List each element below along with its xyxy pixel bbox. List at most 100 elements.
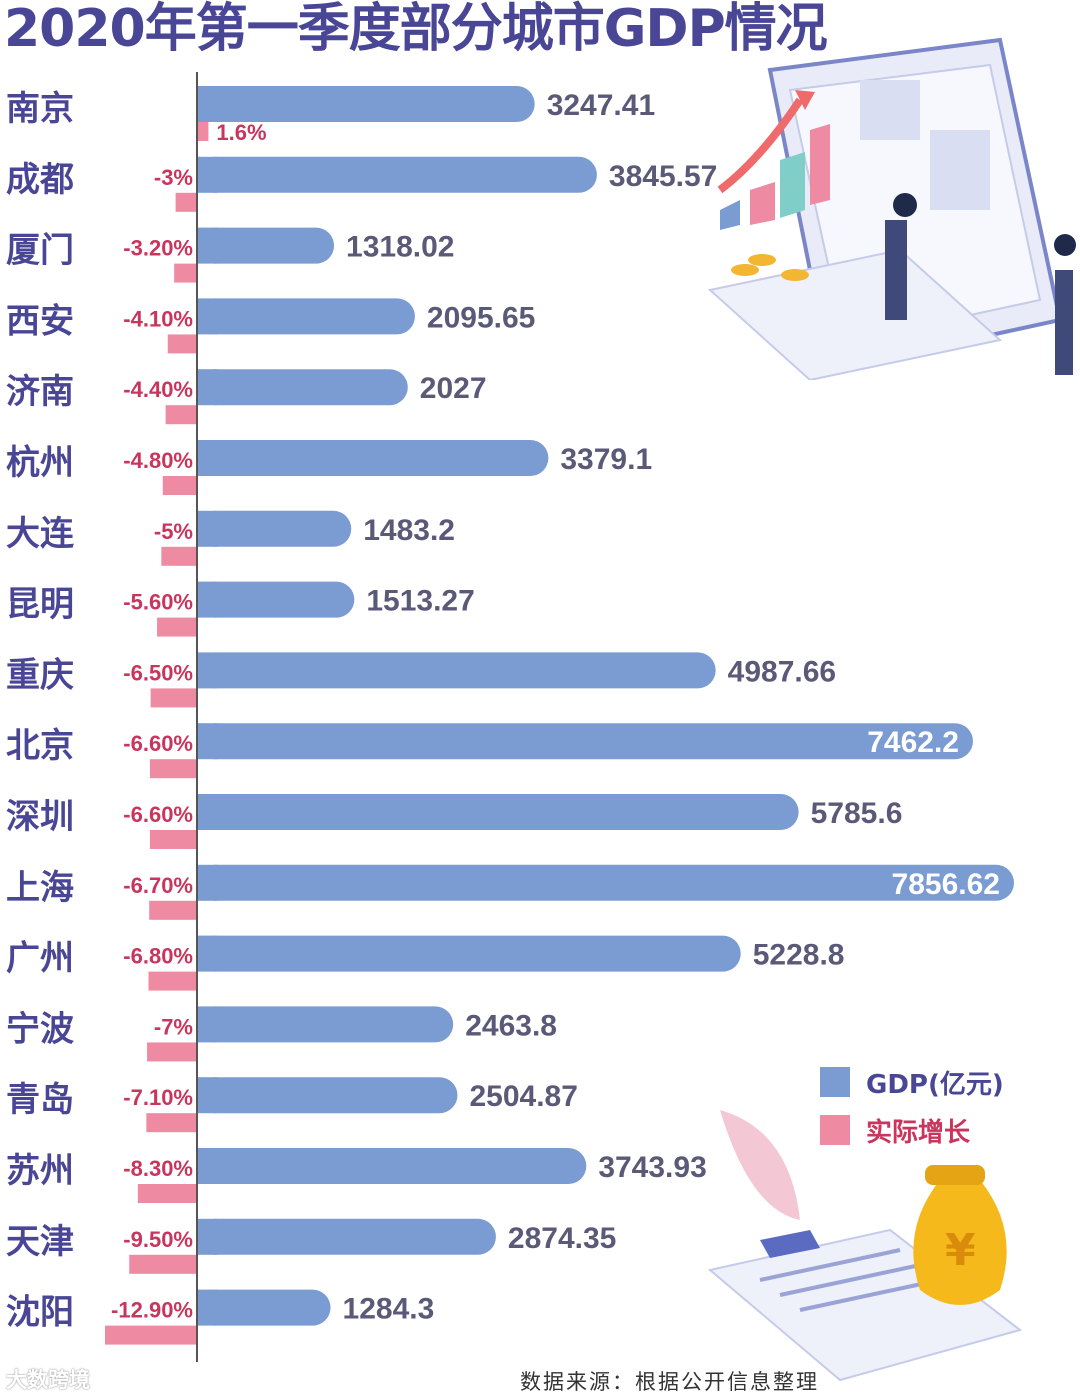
gdp-bar — [197, 298, 415, 335]
city-label: 重庆 — [6, 655, 74, 695]
growth-value-label: -4.80% — [123, 448, 193, 473]
city-label: 南京 — [6, 89, 74, 129]
gdp-bar-left-edge — [197, 369, 217, 406]
growth-bar — [165, 405, 197, 425]
growth-bar — [174, 263, 197, 283]
gdp-bar — [197, 86, 535, 122]
legend-swatch-gdp — [820, 1067, 850, 1097]
gdp-value-label: 2463.8 — [465, 1009, 557, 1042]
gdp-bar — [197, 227, 335, 264]
gdp-bar-left-edge — [197, 723, 217, 760]
growth-bar — [129, 1254, 197, 1274]
gdp-value-label: 2874.35 — [508, 1222, 616, 1255]
gdp-value-label: 3743.93 — [598, 1151, 706, 1184]
gdp-value-label: 1284.3 — [343, 1293, 435, 1326]
legend-item-gdp: GDP(亿元) — [820, 1058, 1004, 1106]
gdp-value-label: 2027 — [420, 372, 487, 405]
growth-bar — [105, 1325, 197, 1345]
city-label: 大连 — [6, 514, 75, 554]
gdp-bar — [197, 581, 355, 618]
gdp-value-label: 5785.6 — [811, 797, 903, 830]
city-label: 宁波 — [6, 1009, 74, 1049]
gdp-bar-left-edge — [197, 935, 217, 972]
growth-value-label: -7.10% — [123, 1085, 193, 1110]
growth-value-label: -6.60% — [123, 731, 193, 756]
chart-legend: GDP(亿元) 实际增长 — [820, 1058, 1004, 1154]
gdp-bar-left-edge — [197, 581, 217, 618]
money-bag-illustration: ¥ — [707, 1110, 1023, 1382]
gdp-bar — [197, 1148, 587, 1184]
growth-value-label: 1.6% — [216, 120, 266, 145]
city-label: 广州 — [6, 939, 74, 979]
city-label: 沈阳 — [6, 1293, 74, 1333]
city-label: 杭州 — [6, 443, 74, 483]
gdp-bar — [197, 1289, 331, 1326]
city-label: 上海 — [6, 868, 74, 908]
gdp-value-label: 1513.27 — [366, 585, 474, 618]
gdp-value-label: 3379.1 — [560, 443, 652, 476]
legend-item-growth: 实际增长 — [820, 1106, 1004, 1154]
growth-value-label: -7% — [154, 1014, 193, 1039]
gdp-value-label: 2095.65 — [427, 301, 535, 334]
growth-bar — [175, 192, 197, 212]
gdp-value-label: 2504.87 — [469, 1080, 577, 1113]
gdp-bar — [197, 440, 549, 476]
gdp-value-label: 5228.8 — [753, 939, 845, 972]
gdp-bar-left-edge — [197, 1077, 217, 1114]
growth-value-label: -9.50% — [123, 1227, 193, 1252]
growth-bar — [162, 476, 197, 495]
gdp-bar — [197, 935, 741, 972]
gdp-value-label: 7462.2 — [867, 726, 959, 759]
gdp-bar-left-edge — [197, 227, 217, 264]
growth-value-label: -6.60% — [123, 802, 193, 827]
growth-value-label: -5.60% — [123, 590, 193, 615]
gdp-bar-left-edge — [197, 298, 217, 335]
growth-bar — [161, 546, 197, 566]
growth-bar — [148, 971, 197, 991]
gdp-bar-left-edge — [197, 1006, 217, 1043]
gdp-bar — [197, 794, 799, 830]
gdp-value-label: 3845.57 — [609, 160, 717, 193]
chart-title: 2020年第一季度部分城市GDP情况 — [4, 0, 828, 59]
city-label: 深圳 — [6, 797, 74, 837]
gdp-bar — [197, 652, 716, 689]
legend-swatch-growth — [820, 1115, 850, 1145]
growth-value-label: -4.40% — [123, 377, 193, 402]
gdp-value-label: 3247.41 — [547, 89, 655, 122]
city-label: 西安 — [6, 301, 74, 341]
gdp-bar-left-edge — [197, 156, 217, 193]
gdp-bar — [197, 369, 408, 406]
growth-value-label: -5% — [154, 519, 193, 544]
watermark: 大数跨境 — [6, 1368, 90, 1392]
gdp-bar-left-edge — [197, 864, 217, 901]
gdp-bar — [197, 864, 1014, 901]
legend-label-gdp: GDP(亿元) — [866, 1069, 1004, 1100]
growth-bar — [167, 334, 197, 354]
growth-value-label: -4.10% — [123, 306, 193, 331]
gdp-bar — [197, 1218, 496, 1255]
city-label: 成都 — [6, 160, 74, 200]
gdp-bar — [197, 723, 973, 760]
growth-value-label: -8.30% — [123, 1156, 193, 1181]
city-label: 天津 — [6, 1222, 74, 1262]
data-source-note: 数据来源：根据公开信息整理 — [520, 1370, 819, 1394]
growth-value-label: -6.70% — [123, 873, 193, 898]
growth-bar — [150, 688, 197, 708]
city-label: 苏州 — [6, 1151, 74, 1191]
growth-bar — [137, 1184, 197, 1203]
city-label: 昆明 — [6, 585, 74, 625]
gdp-value-label: 1483.2 — [363, 514, 455, 547]
gdp-bar-left-edge — [197, 652, 217, 689]
gdp-bar — [197, 1006, 454, 1043]
city-label: 济南 — [6, 372, 74, 412]
gdp-bar-left-edge — [197, 510, 217, 547]
growth-value-label: -3% — [154, 165, 193, 190]
gdp-value-label: 1318.02 — [346, 231, 454, 264]
gdp-bar — [197, 156, 597, 193]
gdp-bar-left-edge — [197, 86, 217, 122]
city-label: 厦门 — [6, 231, 74, 271]
growth-bar — [149, 900, 197, 920]
gdp-value-label: 4987.66 — [728, 655, 836, 688]
growth-bar — [146, 1113, 197, 1133]
